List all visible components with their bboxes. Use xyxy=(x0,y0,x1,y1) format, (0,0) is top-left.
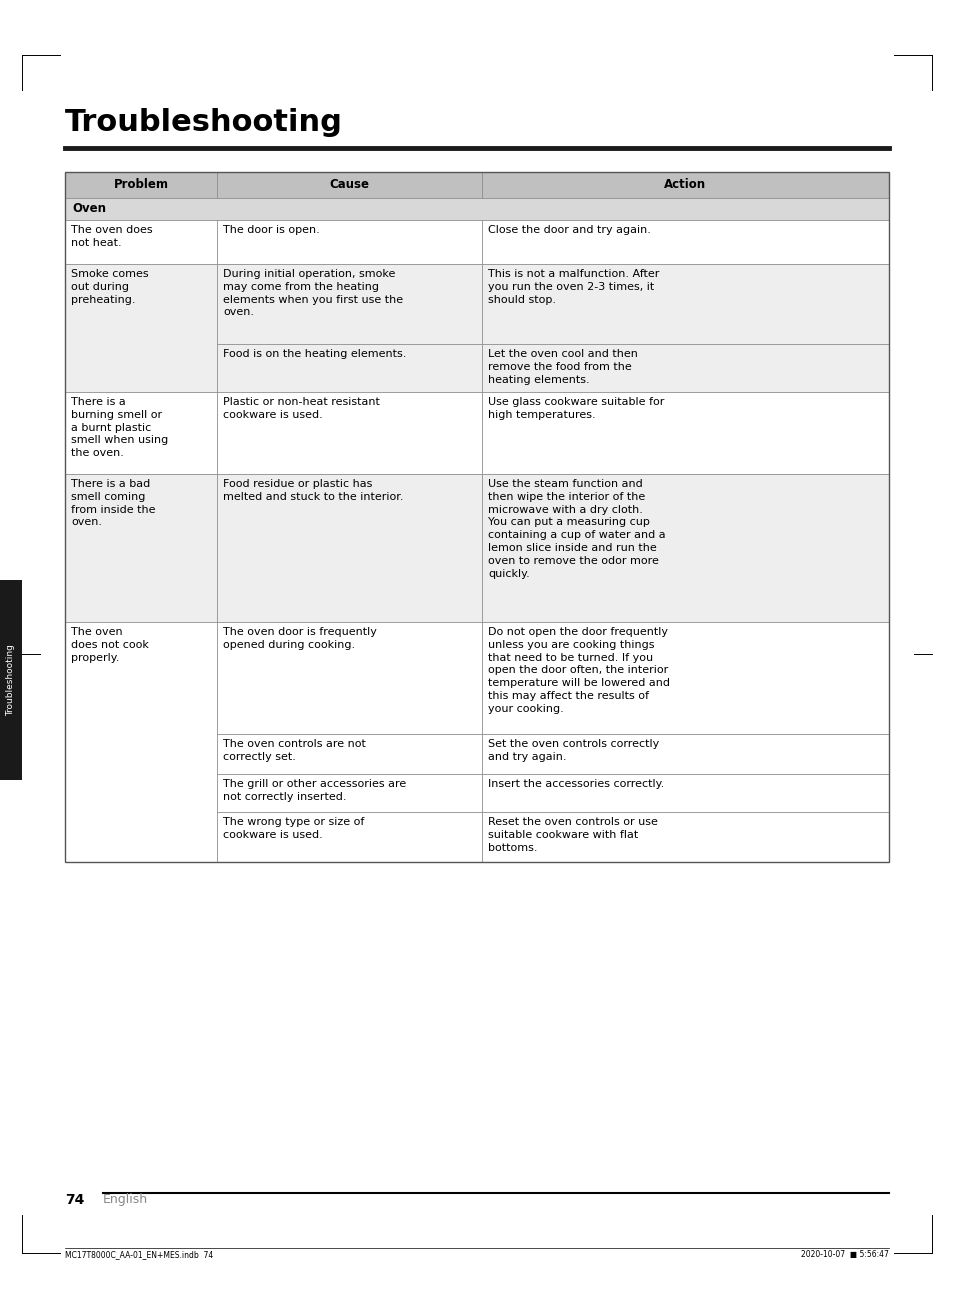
Text: English: English xyxy=(103,1193,148,1206)
Bar xyxy=(216,734,481,774)
Bar xyxy=(481,623,888,734)
Text: The wrong type or size of
cookware is used.: The wrong type or size of cookware is us… xyxy=(223,818,364,840)
Text: MC17T8000C_AA-01_EN+MES.indb  74: MC17T8000C_AA-01_EN+MES.indb 74 xyxy=(65,1250,213,1260)
Text: This is not a malfunction. After
you run the oven 2-3 times, it
should stop.: This is not a malfunction. After you run… xyxy=(488,269,659,305)
Bar xyxy=(481,264,888,344)
Bar xyxy=(481,774,888,812)
Bar xyxy=(481,734,888,774)
Bar xyxy=(216,171,481,198)
Text: The oven does
not heat.: The oven does not heat. xyxy=(71,225,152,247)
Text: Cause: Cause xyxy=(329,178,369,191)
Bar xyxy=(481,344,888,392)
Text: Plastic or non-heat resistant
cookware is used.: Plastic or non-heat resistant cookware i… xyxy=(223,398,379,420)
Text: Troubleshooting: Troubleshooting xyxy=(7,644,15,715)
Text: Oven: Oven xyxy=(71,201,106,215)
Text: Problem: Problem xyxy=(113,178,169,191)
Bar xyxy=(481,171,888,198)
Text: Action: Action xyxy=(663,178,706,191)
Bar xyxy=(481,812,888,862)
Text: Let the oven cool and then
remove the food from the
heating elements.: Let the oven cool and then remove the fo… xyxy=(488,349,638,385)
Bar xyxy=(65,473,216,623)
Bar xyxy=(65,392,216,473)
Text: Smoke comes
out during
preheating.: Smoke comes out during preheating. xyxy=(71,269,149,305)
Bar xyxy=(216,392,481,473)
Text: The oven
does not cook
properly.: The oven does not cook properly. xyxy=(71,627,149,663)
Text: Food residue or plastic has
melted and stuck to the interior.: Food residue or plastic has melted and s… xyxy=(223,479,403,502)
Bar xyxy=(216,623,481,734)
Bar xyxy=(481,473,888,623)
Bar xyxy=(216,473,481,623)
Text: Use the steam function and
then wipe the interior of the
microwave with a dry cl: Use the steam function and then wipe the… xyxy=(488,479,665,578)
Text: Food is on the heating elements.: Food is on the heating elements. xyxy=(223,349,406,358)
Text: The door is open.: The door is open. xyxy=(223,225,319,235)
Text: Insert the accessories correctly.: Insert the accessories correctly. xyxy=(488,780,663,789)
Bar xyxy=(481,220,888,264)
Bar xyxy=(216,774,481,812)
Bar xyxy=(65,623,216,862)
Bar xyxy=(65,171,216,198)
Text: During initial operation, smoke
may come from the heating
elements when you firs: During initial operation, smoke may come… xyxy=(223,269,403,318)
Text: 2020-10-07  ■ 5:56:47: 2020-10-07 ■ 5:56:47 xyxy=(801,1250,888,1260)
Bar xyxy=(481,392,888,473)
Text: The grill or other accessories are
not correctly inserted.: The grill or other accessories are not c… xyxy=(223,780,406,802)
Bar xyxy=(216,264,481,344)
Text: There is a
burning smell or
a burnt plastic
smell when using
the oven.: There is a burning smell or a burnt plas… xyxy=(71,398,168,458)
Text: The oven controls are not
correctly set.: The oven controls are not correctly set. xyxy=(223,739,366,761)
Text: Troubleshooting: Troubleshooting xyxy=(65,109,342,137)
Bar xyxy=(216,220,481,264)
Bar xyxy=(0,579,22,780)
Bar xyxy=(65,198,888,220)
Text: Reset the oven controls or use
suitable cookware with flat
bottoms.: Reset the oven controls or use suitable … xyxy=(488,818,658,853)
Text: Close the door and try again.: Close the door and try again. xyxy=(488,225,650,235)
Text: 74: 74 xyxy=(65,1193,84,1207)
Text: Set the oven controls correctly
and try again.: Set the oven controls correctly and try … xyxy=(488,739,659,761)
Text: The oven door is frequently
opened during cooking.: The oven door is frequently opened durin… xyxy=(223,627,376,650)
Text: Do not open the door frequently
unless you are cooking things
that need to be tu: Do not open the door frequently unless y… xyxy=(488,627,669,714)
Bar xyxy=(216,344,481,392)
Bar xyxy=(65,220,216,264)
Text: Use glass cookware suitable for
high temperatures.: Use glass cookware suitable for high tem… xyxy=(488,398,663,420)
Bar xyxy=(65,171,888,862)
Bar xyxy=(216,812,481,862)
Text: There is a bad
smell coming
from inside the
oven.: There is a bad smell coming from inside … xyxy=(71,479,155,527)
Bar xyxy=(65,264,216,392)
